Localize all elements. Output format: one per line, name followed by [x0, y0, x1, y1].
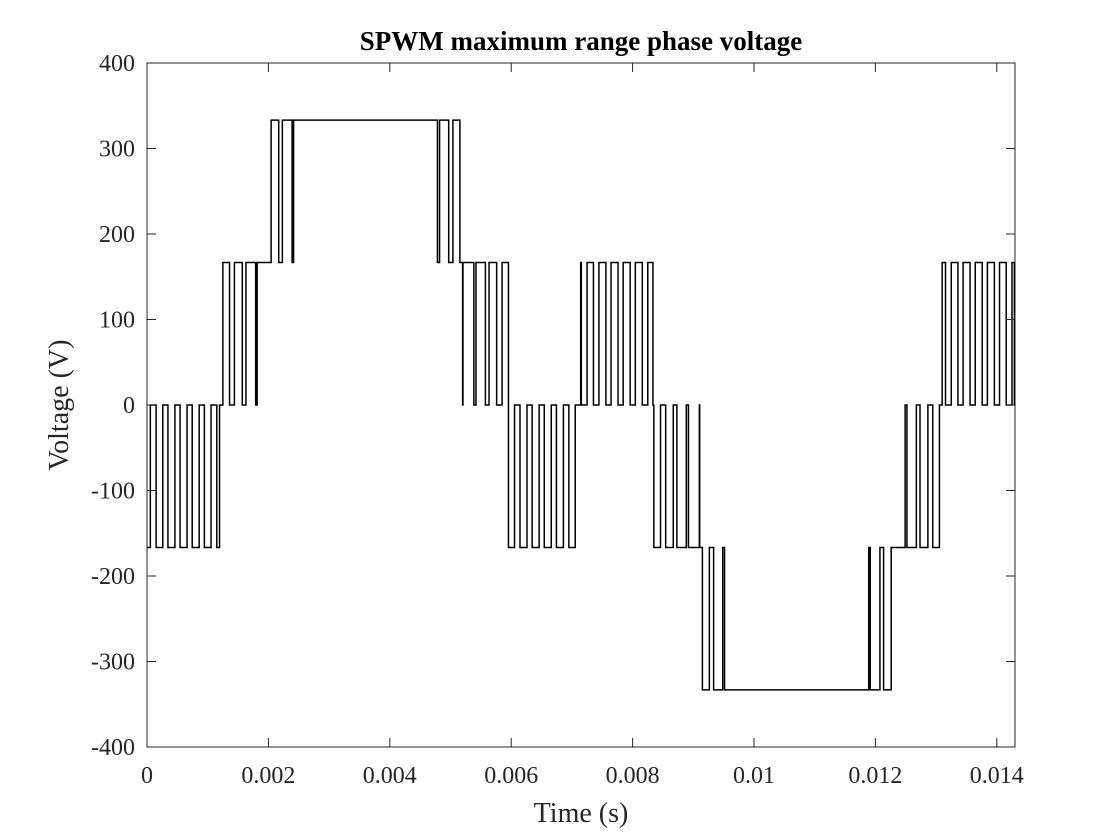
y-tick-label: -200	[91, 564, 135, 590]
y-tick-label: 0	[123, 393, 135, 419]
y-tick-label: 300	[99, 137, 135, 163]
x-tick-label: 0.006	[484, 763, 538, 789]
x-tick-label: 0.004	[363, 763, 417, 789]
y-tick-label: -400	[91, 735, 135, 761]
x-tick-label: 0.014	[970, 763, 1024, 789]
x-axis-label: Time (s)	[534, 798, 629, 829]
y-tick-label: -300	[91, 650, 135, 676]
x-tick-label: 0.008	[606, 763, 660, 789]
y-tick-label: 200	[99, 222, 135, 248]
x-tick-label: 0.012	[848, 763, 902, 789]
x-tick-label: 0.002	[241, 763, 295, 789]
y-tick-label: 400	[99, 51, 135, 77]
x-axis-ticks: 0 0.002 0.004 0.006 0.008 0.01 0.012 0.014	[141, 63, 1024, 789]
series-line-phase-voltage	[147, 119, 1016, 691]
x-tick-label: 0.01	[733, 763, 775, 789]
y-tick-label: -100	[91, 479, 135, 505]
y-axis-label: Voltage (V)	[44, 340, 75, 471]
chart-title: SPWM maximum range phase voltage	[360, 26, 802, 56]
y-tick-label: 100	[99, 308, 135, 334]
plot-area: 0 0.002 0.004 0.006 0.008 0.01 0.012 0.014 -400…	[91, 51, 1024, 789]
voltage-waveform	[147, 119, 1016, 691]
x-tick-label: 0	[141, 763, 153, 789]
y-axis-ticks: -400 -300 -200 -100 0 100 200 300 400	[91, 51, 1015, 761]
